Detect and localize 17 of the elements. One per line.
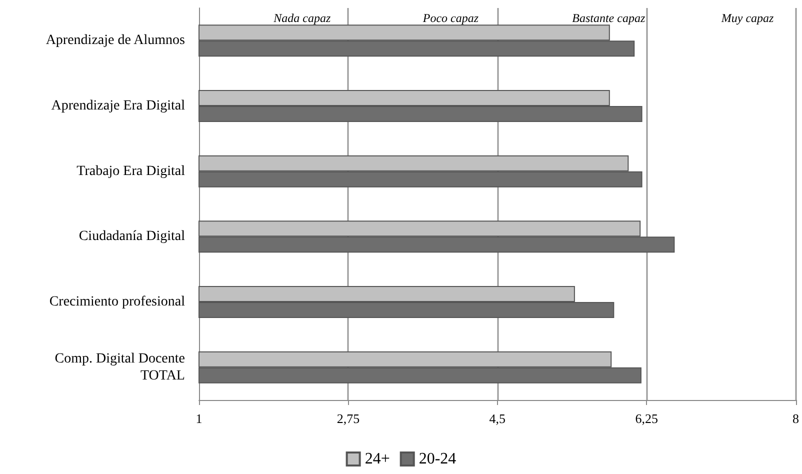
x-tick-label: 4,5 bbox=[489, 411, 506, 426]
x-tick-label: 6,25 bbox=[635, 411, 658, 426]
legend-label: 24+ bbox=[364, 450, 390, 468]
y-tick-label: Crecimiento profesional bbox=[49, 294, 186, 310]
x-tick-label: 8 bbox=[792, 411, 799, 426]
x-tick-label: 1 bbox=[196, 411, 202, 426]
y-tick-label: Aprendizaje Era Digital bbox=[51, 98, 186, 114]
annotation: Nada capaz bbox=[272, 11, 331, 25]
annotation: Poco capaz bbox=[422, 11, 479, 25]
y-tick-label: Ciudadanía Digital bbox=[78, 229, 186, 244]
y-tick-label: Aprendizaje de Alumnos bbox=[46, 33, 185, 48]
y-tick-label: Trabajo Era Digital bbox=[76, 164, 186, 179]
legend-label: 20-24 bbox=[418, 450, 456, 468]
annotation: Muy capaz bbox=[720, 11, 774, 25]
y-tick-label: Comp. Digital Docente TOTAL bbox=[54, 351, 185, 384]
annotation: Bastante capaz bbox=[572, 11, 646, 25]
x-tick-label: 2,75 bbox=[336, 411, 360, 426]
